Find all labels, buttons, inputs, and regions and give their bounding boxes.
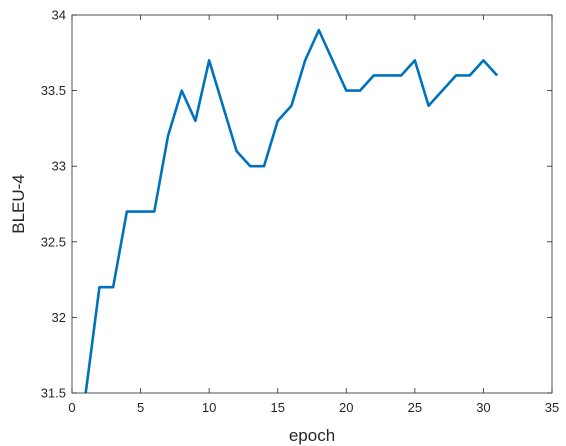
x-tick-label: 20 bbox=[339, 400, 353, 415]
plot-frame bbox=[71, 14, 553, 394]
y-tick-label: 32.5 bbox=[41, 234, 66, 249]
plot-area bbox=[72, 15, 552, 393]
x-tick-label: 10 bbox=[202, 400, 216, 415]
y-tick-label: 31.5 bbox=[41, 386, 66, 401]
x-tick-label: 30 bbox=[476, 400, 490, 415]
y-tick-label: 34 bbox=[52, 8, 66, 23]
series-line bbox=[84, 28, 499, 394]
x-tick-label: 0 bbox=[68, 400, 75, 415]
y-tick-label: 33 bbox=[52, 159, 66, 174]
y-axis-label: BLEU-4 bbox=[9, 174, 28, 234]
x-tick-label: 15 bbox=[270, 400, 284, 415]
y-tick-label: 32 bbox=[52, 310, 66, 325]
axis-ticks: 0 5 10 15 20 25 30 35 31.5 32 32.5 33 33.5 34 bbox=[41, 8, 560, 416]
y-tick-label: 33.5 bbox=[41, 83, 66, 98]
x-tick-label: 25 bbox=[408, 400, 422, 415]
x-tick-label: 35 bbox=[545, 400, 559, 415]
x-axis-label: epoch bbox=[289, 426, 335, 445]
series-layer bbox=[84, 28, 499, 394]
x-tick-label: 5 bbox=[137, 400, 144, 415]
